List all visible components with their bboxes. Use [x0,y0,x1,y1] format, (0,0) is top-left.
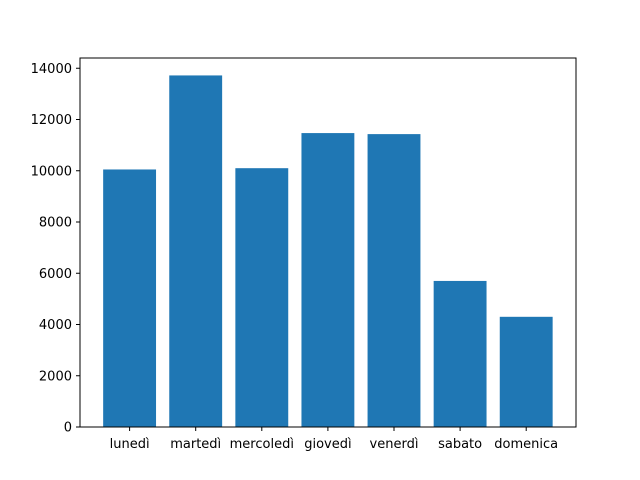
y-tick-label-7: 14000 [31,62,72,77]
bar-6 [499,316,553,427]
bar-4 [367,134,421,428]
y-tick-label-4: 8000 [39,216,72,231]
x-tick-label-4: venerdì [370,437,419,452]
x-tick-label-6: domenica [494,437,558,452]
bar-3 [301,133,355,427]
bar-1 [169,75,223,428]
x-tick-label-1: martedì [170,437,221,452]
bar-5 [433,280,487,427]
x-tick-label-0: lunedì [110,437,150,452]
x-axis: lunedì martedì mercoledì giovedì venerdì saba… [110,427,558,452]
bar-0 [103,169,157,427]
y-tick-label-2: 4000 [39,318,72,333]
y-tick-label-3: 6000 [39,267,72,282]
x-tick-label-5: sabato [438,437,482,452]
y-tick-label-1: 2000 [39,369,72,384]
bars-group [103,75,553,428]
y-tick-label-0: 0 [64,421,72,436]
y-tick-label-6: 12000 [31,113,72,128]
bar-2 [235,168,289,427]
x-tick-label-2: mercoledì [230,437,294,452]
y-tick-label-5: 10000 [31,164,72,179]
y-axis: 0 2000 4000 6000 8000 10000 12000 14000 [31,62,80,436]
x-tick-label-3: giovedì [304,437,351,452]
